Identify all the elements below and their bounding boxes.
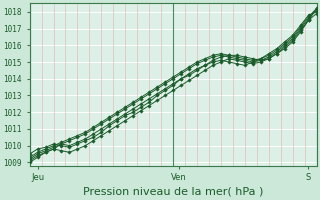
X-axis label: Pression niveau de la mer( hPa ): Pression niveau de la mer( hPa ) [83, 187, 263, 197]
